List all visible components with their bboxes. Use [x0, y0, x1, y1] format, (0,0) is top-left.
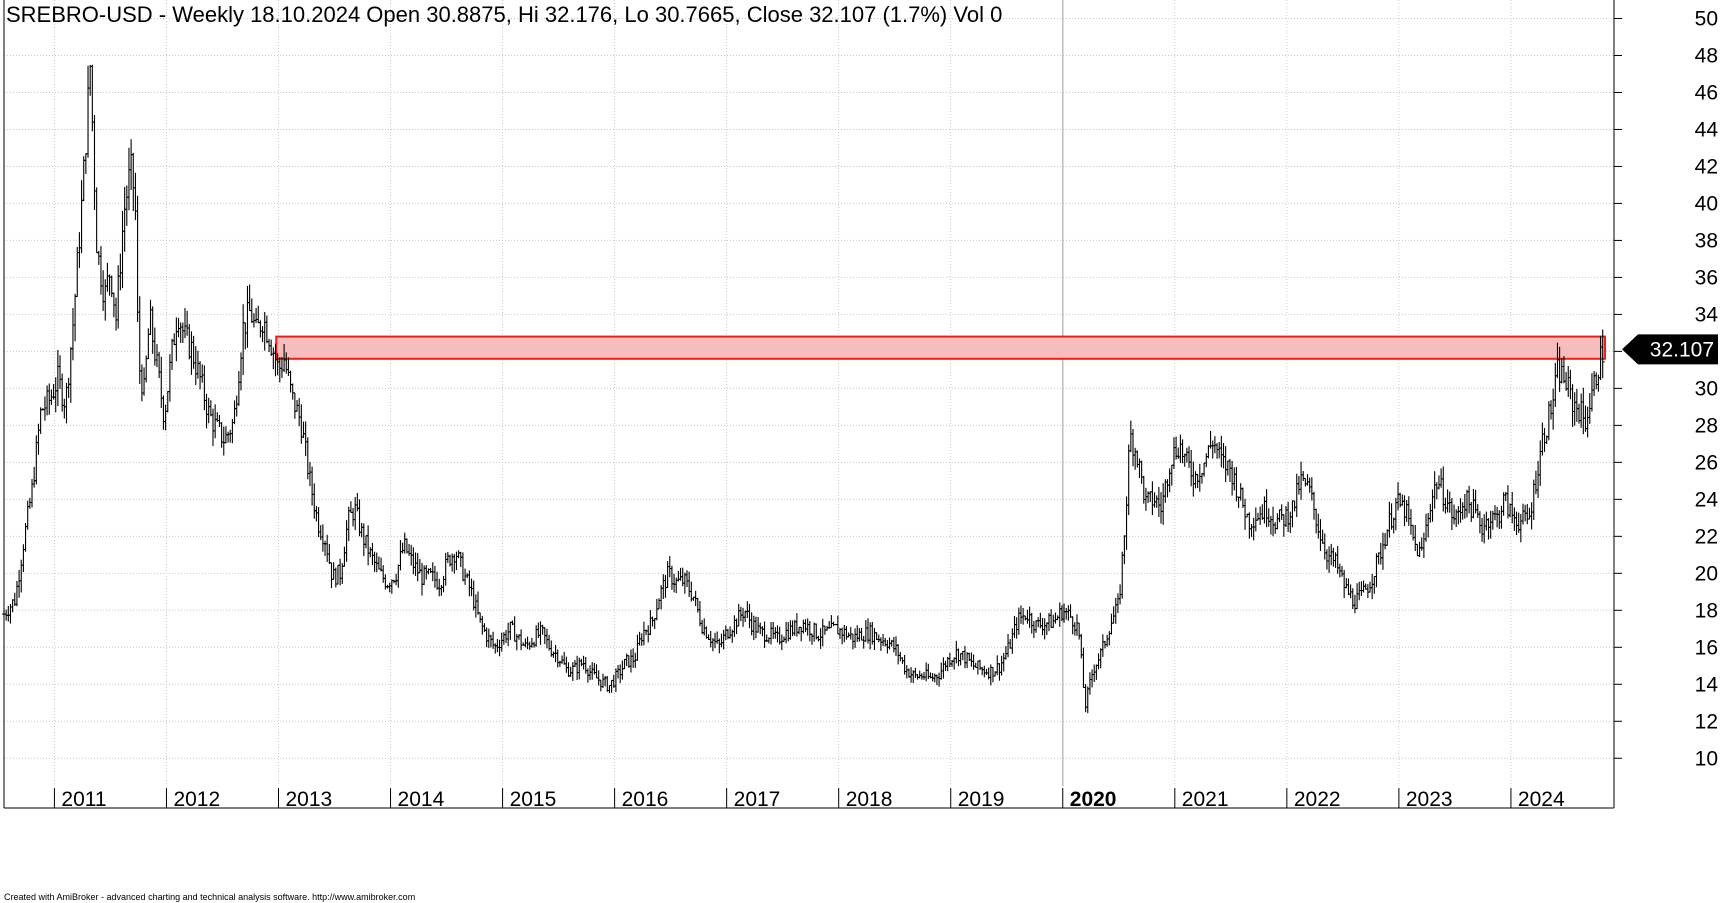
y-tick-label: 14	[1695, 673, 1719, 696]
y-tick-label: 20	[1695, 562, 1718, 585]
x-tick-label: 2013	[285, 788, 332, 811]
x-tick-label: 2022	[1294, 788, 1341, 811]
x-tick-label: 2020	[1070, 788, 1117, 811]
y-tick-label: 28	[1695, 414, 1718, 437]
plot-background	[0, 0, 1614, 888]
x-tick-label: 2014	[398, 788, 445, 811]
y-tick-label: 22	[1695, 525, 1718, 548]
x-tick-label: 2012	[173, 788, 220, 811]
x-tick-label: 2021	[1182, 788, 1229, 811]
y-tick-label: 50	[1695, 7, 1718, 30]
y-tick-label: 16	[1695, 636, 1718, 659]
y-tick-label: 46	[1695, 81, 1718, 104]
x-tick-label: 2024	[1518, 788, 1565, 811]
last-value-marker: 32.107	[1622, 334, 1718, 365]
resistance-zone-rect	[275, 335, 1607, 360]
x-tick-label: 2023	[1406, 788, 1453, 811]
x-tick-label: 2017	[734, 788, 781, 811]
y-tick-label: 44	[1695, 118, 1719, 141]
grid	[4, 0, 1614, 786]
y-tick-label: 18	[1695, 599, 1718, 622]
last-value-badge	[1622, 334, 1718, 365]
x-tick-label: 2011	[61, 788, 106, 811]
y-tick-label: 24	[1695, 488, 1719, 511]
footer-credit: Created with AmiBroker - advanced charti…	[4, 892, 415, 902]
y-axis: 10 12 14 16 18 20 22 24 26 28 30 34 36 38 40 42 44 46 48 50	[1614, 7, 1718, 770]
x-tick-label: 2016	[622, 788, 669, 811]
y-tick-label: 34	[1695, 303, 1719, 326]
chart-title: SREBRO-USD - Weekly 18.10.2024 Open 30.8…	[6, 2, 1002, 27]
y-tick-label: 30	[1695, 377, 1718, 400]
y-tick-label: 12	[1695, 710, 1718, 733]
y-tick-label: 42	[1695, 155, 1718, 178]
y-tick-label: 48	[1695, 44, 1718, 67]
y-tick-label: 36	[1695, 266, 1718, 289]
y-tick-label: 38	[1695, 229, 1718, 252]
x-axis: 2011 2012 2013 2014 2015 2016 2017 2018 2019 2020…	[53, 788, 1565, 811]
price-bar	[1600, 329, 1605, 379]
y-tick-label: 26	[1695, 451, 1718, 474]
x-tick-label: 2019	[958, 788, 1005, 811]
x-tick-label: 2015	[510, 788, 557, 811]
y-tick-label: 10	[1695, 747, 1718, 770]
last-value-label: 32.107	[1650, 338, 1714, 361]
price-bars	[2, 0, 1615, 809]
resistance-zone	[275, 335, 1607, 360]
x-tick-label: 2018	[846, 788, 893, 811]
y-tick-label: 40	[1695, 192, 1718, 215]
